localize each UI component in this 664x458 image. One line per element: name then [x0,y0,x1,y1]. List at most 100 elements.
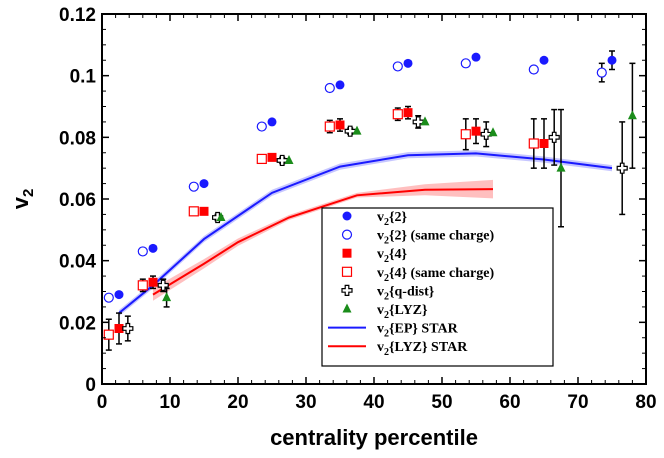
legend-label-main: v [377,247,384,262]
series-2-point [148,277,158,287]
legend-label-sub: 2 [384,254,389,265]
series-5-point [162,292,172,302]
series-4-point [276,154,288,167]
y-tick-label: 0.12 [59,5,96,26]
legend-marker-0 [342,211,352,221]
legend-label-7: v2{LYZ} STAR [377,340,468,358]
legend-label-sub: 2 [384,273,389,284]
series-5-point [627,110,637,120]
series-4-point [344,125,356,137]
legend-label-5: v2{LYZ} [377,303,428,321]
legend-label-main: v [377,266,384,281]
axis-ticks: 0 10 20 30 40 50 60 70 80 0 0.02 0.04 0.06 0.08 0.1 0.1… [59,5,657,413]
legend: v2{2}v2{2} (same charge)v2{4}v2{4} (same… [321,207,554,367]
series-2-point [539,139,549,148]
series-2-point [335,120,345,130]
legend-label-4: v2{q-dist} [377,284,435,302]
series-0-point [471,52,481,62]
series-0-point [403,58,413,68]
series-5-point [420,116,430,126]
series-1-point [103,292,114,303]
series-4-point [122,322,134,335]
series-2-point [267,152,277,162]
series-2-point [199,206,209,216]
series-4-point [616,162,628,174]
series-6-curve [118,152,613,314]
series-4-point [412,116,424,128]
legend-label-sub: 2 [384,291,389,302]
series-0-point [607,55,617,65]
series-1-point [392,61,403,72]
legend-label-main: v [377,229,384,244]
x-tick-label: 60 [499,392,520,413]
series-3-point [137,280,148,291]
legend-label-rest: {2} (same charge) [389,229,494,244]
series-1-point [188,181,199,192]
x-tick-label: 0 [97,392,108,413]
series-2-point [114,324,124,333]
series-7-curve [152,188,494,296]
legend-label-rest: {4} [389,247,408,262]
legend-label-0: v2{2} [377,210,408,228]
legend-marker-5 [342,303,352,313]
y-tick-label: 0.1 [70,67,97,88]
x-tick-label: 10 [159,392,180,413]
series-1-point [528,64,539,75]
legend-label-sub: 2 [384,217,389,228]
series-3-point [188,206,199,217]
series-4-point [548,131,560,143]
y-tick-label: 0.06 [59,190,96,211]
legend-label-rest: {LYZ} STAR [389,340,468,355]
series-0-point [199,179,209,189]
series-5-point [488,127,498,137]
legend-label-main: v [377,303,384,318]
legend-label-main: v [377,284,384,299]
legend-label-sub: 2 [384,236,389,247]
y-axis-title-main: v [8,196,33,209]
y-tick-label: 0 [85,375,96,396]
series-1-point [137,246,148,257]
y-axis-title-sub: 2 [20,189,37,197]
x-axis-title: centrality percentile [270,425,478,450]
series-0-point [539,55,549,65]
series-5-point [556,162,566,172]
legend-label-1: v2{2} (same charge) [377,229,494,247]
series-3-point [256,153,267,165]
legend-label-2: v2{4} [377,247,408,265]
series-2-point [403,108,413,118]
series-3-point [392,109,403,120]
y-tick-label: 0.08 [59,128,96,149]
legend-marker-1 [341,229,353,240]
series-5-point [216,212,226,221]
series-0-point [267,117,277,127]
legend-marker-2 [342,248,352,258]
legend-marker-3 [341,266,353,277]
series-0-point [148,243,158,253]
series-3-point [324,121,335,132]
x-tick-label: 50 [431,392,452,413]
series-0-point [114,290,124,300]
legend-label-rest: {LYZ} [389,303,428,318]
series-5-point [284,154,294,164]
series-5-point [352,125,362,135]
legend-marker-4 [341,284,353,296]
series-1-point [596,67,607,78]
x-tick-label: 20 [227,392,248,413]
series-4-point [480,128,492,140]
series-3-point [460,129,471,140]
legend-label-sub: 2 [384,329,389,340]
legend-label-6: v2{EP} STAR [377,322,459,340]
series-1-point [460,58,471,69]
legend-label-main: v [377,210,384,225]
legend-label-3: v2{4} (same charge) [377,266,494,284]
series-3-point [103,329,114,340]
series-3-point [528,138,539,149]
series-4-point [157,279,169,291]
legend-label-sub: 2 [384,310,389,321]
series-2-point [471,126,481,136]
series-0-point [335,80,345,90]
series-1-point [256,121,267,132]
y-tick-label: 0.02 [59,313,96,334]
legend-label-main: v [377,322,384,337]
